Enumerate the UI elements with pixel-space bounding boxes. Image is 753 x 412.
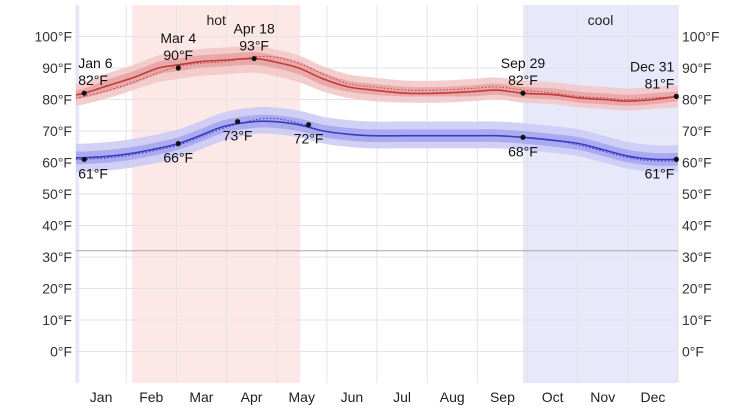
y-tick-label-left: 60°F bbox=[42, 155, 72, 171]
annotation-date: Dec 31 bbox=[630, 58, 675, 74]
season-label-cool: cool bbox=[588, 12, 614, 28]
y-tick-label-right: 90°F bbox=[682, 60, 712, 76]
month-label: Sep bbox=[490, 389, 515, 405]
month-label: Jul bbox=[393, 389, 411, 405]
month-label: Jan bbox=[90, 389, 113, 405]
month-label: Oct bbox=[542, 389, 564, 405]
annotation-date: Sep 29 bbox=[501, 55, 546, 71]
y-tick-label-left: 90°F bbox=[42, 60, 72, 76]
month-label: May bbox=[289, 389, 315, 405]
y-tick-label-right: 50°F bbox=[682, 186, 712, 202]
annotation-date: Mar 4 bbox=[160, 30, 196, 46]
annotation-value: 93°F bbox=[239, 38, 269, 54]
y-tick-label-left: 100°F bbox=[34, 29, 72, 45]
month-label: Nov bbox=[590, 389, 615, 405]
y-tick-label-left: 40°F bbox=[42, 218, 72, 234]
low-line bbox=[75, 120, 679, 161]
annotation-date: Apr 18 bbox=[234, 21, 275, 37]
annotation-dot bbox=[305, 122, 312, 128]
annotation-dot bbox=[673, 93, 679, 99]
annotation-dot bbox=[235, 118, 241, 125]
annotation-dot bbox=[175, 65, 181, 71]
high-band-25-75 bbox=[76, 52, 678, 106]
annotation-dot bbox=[673, 156, 679, 162]
month-label: Apr bbox=[241, 389, 263, 405]
y-tick-label-right: 100°F bbox=[682, 29, 720, 45]
y-tick-label-right: 30°F bbox=[682, 249, 712, 265]
y-tick-label-left: 10°F bbox=[42, 312, 72, 328]
annotation-value: 82°F bbox=[78, 72, 108, 88]
month-label: Aug bbox=[440, 389, 465, 405]
high-line bbox=[75, 57, 679, 102]
annotation-dot bbox=[175, 141, 181, 147]
y-tick-label-left: 80°F bbox=[42, 92, 72, 108]
annotation-value: 61°F bbox=[645, 165, 675, 181]
y-tick-label-right: 10°F bbox=[682, 312, 712, 328]
annotation-value: 90°F bbox=[163, 47, 193, 63]
y-tick-label-right: 60°F bbox=[682, 155, 712, 171]
y-tick-label-right: 0°F bbox=[682, 344, 704, 360]
y-tick-label-left: 30°F bbox=[42, 249, 72, 265]
y-tick-label-right: 20°F bbox=[682, 281, 712, 297]
y-tick-label-right: 80°F bbox=[682, 92, 712, 108]
annotation-date: Jan 6 bbox=[78, 55, 112, 71]
month-label: Mar bbox=[189, 389, 213, 405]
annotation-dot bbox=[81, 90, 87, 96]
high-dotted-line bbox=[75, 55, 679, 101]
y-tick-label-left: 0°F bbox=[50, 344, 72, 360]
annotation-value: 81°F bbox=[645, 75, 675, 91]
annotation-value: 73°F bbox=[223, 128, 253, 144]
season-label-hot: hot bbox=[206, 12, 226, 28]
low-dotted-line bbox=[75, 117, 679, 162]
y-tick-label-right: 40°F bbox=[682, 218, 712, 234]
annotation-dot bbox=[81, 156, 87, 162]
y-tick-label-left: 20°F bbox=[42, 281, 72, 297]
axis-ticks: 0°F 0°F 10°F 10°F 20°F 20°F 30°F 30°F 40°F 40°F 50… bbox=[34, 29, 719, 406]
annotation-value: 66°F bbox=[163, 150, 193, 166]
month-label: Feb bbox=[139, 389, 163, 405]
annotation-dot bbox=[520, 134, 526, 140]
y-tick-label-left: 70°F bbox=[42, 123, 72, 139]
y-tick-label-right: 70°F bbox=[682, 123, 712, 139]
annotation-dot bbox=[520, 90, 526, 96]
annotation-value: 72°F bbox=[294, 131, 324, 147]
annotation-value: 68°F bbox=[508, 143, 538, 159]
month-label: Dec bbox=[640, 389, 665, 405]
annotation-value: 82°F bbox=[508, 72, 538, 88]
month-label: Jun bbox=[341, 389, 364, 405]
series-lines bbox=[75, 55, 679, 162]
annotation-value: 61°F bbox=[78, 165, 108, 181]
annotation-dot bbox=[251, 55, 257, 62]
y-tick-label-left: 50°F bbox=[42, 186, 72, 202]
